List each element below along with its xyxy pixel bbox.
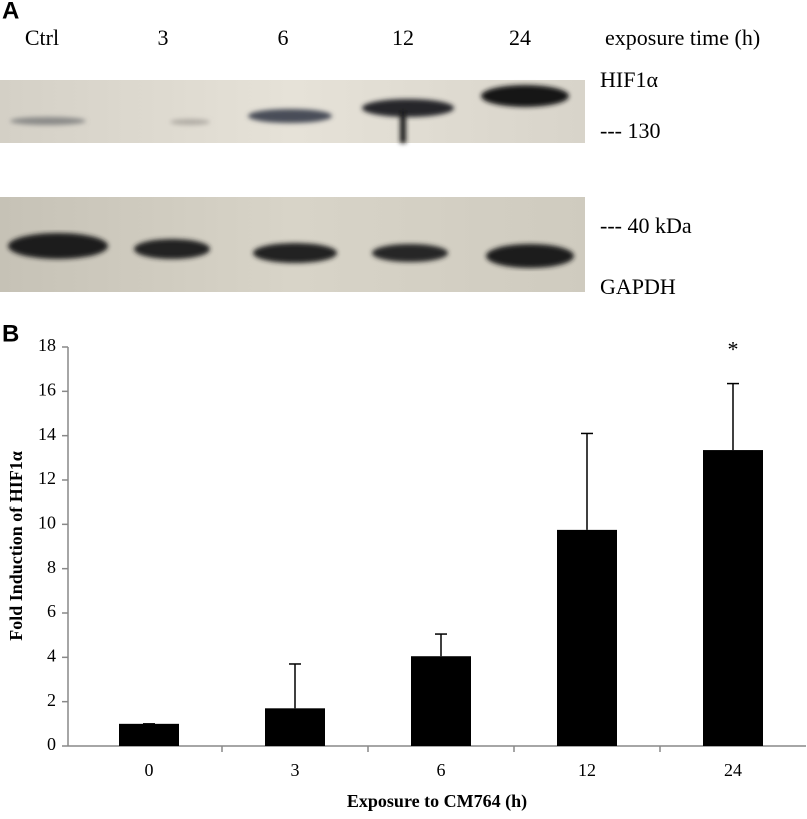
lane-label: 12 xyxy=(392,25,414,50)
error-bar xyxy=(581,432,593,530)
error-bar xyxy=(727,382,739,451)
bar xyxy=(119,723,179,746)
error-bar xyxy=(289,663,301,709)
panel-label: B xyxy=(2,320,19,347)
bar xyxy=(703,450,763,746)
blot-bands xyxy=(10,85,569,143)
y-tick-label: 10 xyxy=(38,512,56,532)
panel-label: A xyxy=(2,0,19,24)
blot-label: HIF1α xyxy=(600,67,658,92)
lane-label: 24 xyxy=(509,25,531,50)
lane-label: 6 xyxy=(278,25,289,50)
y-tick-label: 8 xyxy=(47,557,56,577)
x-axis-label: Exposure to CM764 (h) xyxy=(347,791,527,812)
lane-axis-label: exposure time (h) xyxy=(605,25,760,50)
x-tick-label: 0 xyxy=(145,760,154,780)
x-tick-label: 3 xyxy=(291,760,300,780)
bar xyxy=(411,656,471,746)
blot-label: GAPDH xyxy=(600,274,676,299)
blot-label: --- 40 kDa xyxy=(600,213,692,238)
y-axis-label: Fold Induction of HIF1α xyxy=(6,451,26,641)
annotation: * xyxy=(728,337,739,362)
y-tick-label: 14 xyxy=(38,424,56,444)
lane-label: 3 xyxy=(158,25,169,50)
x-tick-label: 24 xyxy=(724,760,742,780)
y-tick-label: 0 xyxy=(47,734,56,754)
error-bar xyxy=(435,633,447,657)
y-tick-label: 16 xyxy=(38,379,56,399)
x-tick-label: 12 xyxy=(578,760,596,780)
bar xyxy=(557,529,617,746)
blot-label: --- 130 xyxy=(600,118,660,143)
y-tick-label: 12 xyxy=(38,468,56,488)
blot-bands xyxy=(8,233,574,268)
x-tick-label: 6 xyxy=(437,760,446,780)
y-tick-label: 6 xyxy=(47,601,56,621)
bar xyxy=(265,708,325,746)
y-tick-label: 2 xyxy=(47,690,56,710)
panel-a: A exposure time (h) HIF1α --- 130 --- 40… xyxy=(0,0,760,299)
lane-label: Ctrl xyxy=(25,25,59,50)
y-tick-label: 18 xyxy=(38,335,56,355)
y-tick-label: 4 xyxy=(47,645,56,665)
